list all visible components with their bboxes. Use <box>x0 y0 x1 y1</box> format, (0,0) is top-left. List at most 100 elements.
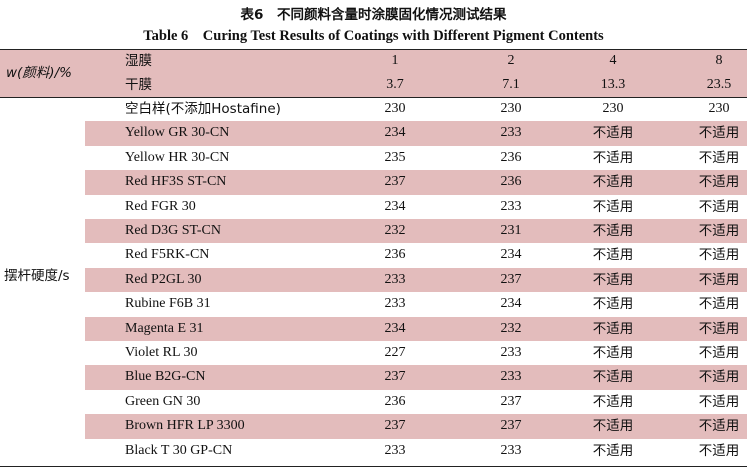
hardness-value: 233 <box>500 198 522 214</box>
hardness-value: 234 <box>384 125 406 141</box>
hardness-value: 233 <box>384 442 406 458</box>
top-rule <box>0 49 747 50</box>
hardness-value: 不适用 <box>592 149 634 166</box>
hardness-value: 不适用 <box>698 345 740 361</box>
row-band <box>85 121 747 146</box>
pigment-name: Red F5RK-CN <box>125 247 210 263</box>
table-row: Violet RL 30 227 233 不适用 不适用 <box>0 341 747 365</box>
pigment-name: Magenta E 31 <box>125 320 204 336</box>
header-wet-film-value: 2 <box>507 53 515 68</box>
hardness-value: 232 <box>384 223 406 238</box>
hardness-value: 不适用 <box>592 320 634 337</box>
hardness-value: 不适用 <box>592 198 634 215</box>
hardness-value: 不适用 <box>592 271 634 288</box>
hardness-value: 233 <box>500 369 522 385</box>
hardness-value: 230 <box>384 101 406 116</box>
pigment-name: Yellow HR 30-CN <box>125 149 230 165</box>
header-wet-film-value: 1 <box>391 53 399 68</box>
hardness-value: 233 <box>500 442 522 458</box>
hardness-value: 234 <box>500 247 522 263</box>
hardness-value: 不适用 <box>698 149 740 166</box>
hardness-value: 不适用 <box>592 125 634 142</box>
pigment-name: Blue B2G-CN <box>125 369 206 385</box>
hardness-value: 232 <box>500 320 522 336</box>
hardness-value: 236 <box>500 149 522 165</box>
hardness-value: 不适用 <box>698 174 740 191</box>
hardness-value: 235 <box>384 149 406 165</box>
header-band <box>0 49 747 97</box>
hardness-value: 不适用 <box>592 418 634 435</box>
table-row: Red HF3S ST-CN 237 236 不适用 不适用 <box>0 170 747 194</box>
table-row: Red D3G ST-CN 232 231 不适用 不适用 <box>0 219 747 243</box>
hardness-value: 不适用 <box>698 125 740 142</box>
hardness-value: 234 <box>500 296 522 312</box>
hardness-value: 不适用 <box>698 296 740 313</box>
hardness-value: 230 <box>708 101 730 116</box>
header-wet-film-value: 4 <box>609 53 617 68</box>
table-row: Red FGR 30 234 233 不适用 不适用 <box>0 195 747 219</box>
bottom-rule <box>0 466 747 467</box>
hardness-value: 不适用 <box>698 320 740 337</box>
header-wet-film-label: 湿膜 <box>125 53 152 69</box>
hardness-value: 237 <box>384 369 406 385</box>
table-row: Magenta E 31 234 232 不适用 不适用 <box>0 317 747 341</box>
caption-english: Table 6 Curing Test Results of Coatings … <box>143 28 604 44</box>
header-dry-film-value: 3.7 <box>386 77 404 92</box>
pigment-name: Red P2GL 30 <box>125 271 202 287</box>
pigment-name: 空白样(不添加Hostafine) <box>125 101 281 117</box>
hardness-value: 233 <box>384 296 406 312</box>
row-band <box>85 365 747 390</box>
header-wet-film-value: 8 <box>715 53 723 68</box>
hardness-value: 237 <box>384 174 406 190</box>
hardness-value: 不适用 <box>698 393 740 410</box>
pigment-name: Green GN 30 <box>125 393 201 409</box>
header-dry-film-value: 7.1 <box>502 77 520 92</box>
pigment-name: Violet RL 30 <box>125 345 198 360</box>
table-row: Brown HFR LP 3300 237 237 不适用 不适用 <box>0 414 747 438</box>
hardness-value: 227 <box>384 345 406 360</box>
hardness-value: 236 <box>500 174 522 190</box>
hardness-value: 不适用 <box>592 442 634 459</box>
hardness-value: 233 <box>384 271 406 287</box>
hardness-value: 236 <box>384 247 406 263</box>
hardness-value: 不适用 <box>698 418 740 435</box>
hardness-value: 230 <box>602 101 624 116</box>
hardness-value: 233 <box>500 345 522 360</box>
table-row: Yellow HR 30-CN 235 236 不适用 不适用 <box>0 146 747 170</box>
table-row: Rubine F6B 31 233 234 不适用 不适用 <box>0 292 747 316</box>
header-dry-film-label: 干膜 <box>125 77 152 93</box>
table-row: Red F5RK-CN 236 234 不适用 不适用 <box>0 243 747 267</box>
hardness-value: 231 <box>500 223 522 238</box>
pigment-name: Rubine F6B 31 <box>125 296 211 312</box>
header-row-label-text: w(颜料)/% <box>6 65 72 81</box>
pigment-name: Yellow GR 30-CN <box>125 125 230 141</box>
curing-results-table: w(颜料)/% 湿膜干膜 1 2 4 8 3.7 7.1 13.3 23.5 摆杆硬度/s 空白样(不… <box>0 49 747 468</box>
hardness-value: 233 <box>500 125 522 141</box>
header-rule <box>0 97 747 98</box>
hardness-value: 237 <box>384 418 406 434</box>
row-band <box>85 267 747 293</box>
table-row: Green GN 30 236 237 不适用 不适用 <box>0 390 747 414</box>
hardness-value: 234 <box>384 320 406 336</box>
group-label: 摆杆硬度/s <box>4 268 70 284</box>
row-band <box>85 414 747 439</box>
row-band <box>85 170 747 195</box>
hardness-value: 237 <box>500 393 522 409</box>
hardness-value: 236 <box>384 393 406 409</box>
pigment-name: Red D3G ST-CN <box>125 223 221 238</box>
header-dry-film-value: 23.5 <box>706 77 732 92</box>
hardness-value: 不适用 <box>698 198 740 215</box>
header-dry-film-value: 13.3 <box>600 77 626 92</box>
hardness-value: 不适用 <box>592 247 634 264</box>
hardness-value: 不适用 <box>698 247 740 264</box>
hardness-value: 不适用 <box>592 174 634 191</box>
hardness-value: 不适用 <box>592 393 634 410</box>
pigment-name: Brown HFR LP 3300 <box>125 418 245 434</box>
header-row-label: w(颜料)/% <box>6 61 72 86</box>
hardness-value: 234 <box>384 198 406 214</box>
pigment-name: Black T 30 GP-CN <box>125 442 233 458</box>
hardness-value: 不适用 <box>592 345 634 361</box>
caption-chinese: 表6 不同颜料含量时涂膜固化情况测试结果 <box>240 7 507 23</box>
row-band <box>85 316 747 341</box>
pigment-name: Red FGR 30 <box>125 198 196 214</box>
